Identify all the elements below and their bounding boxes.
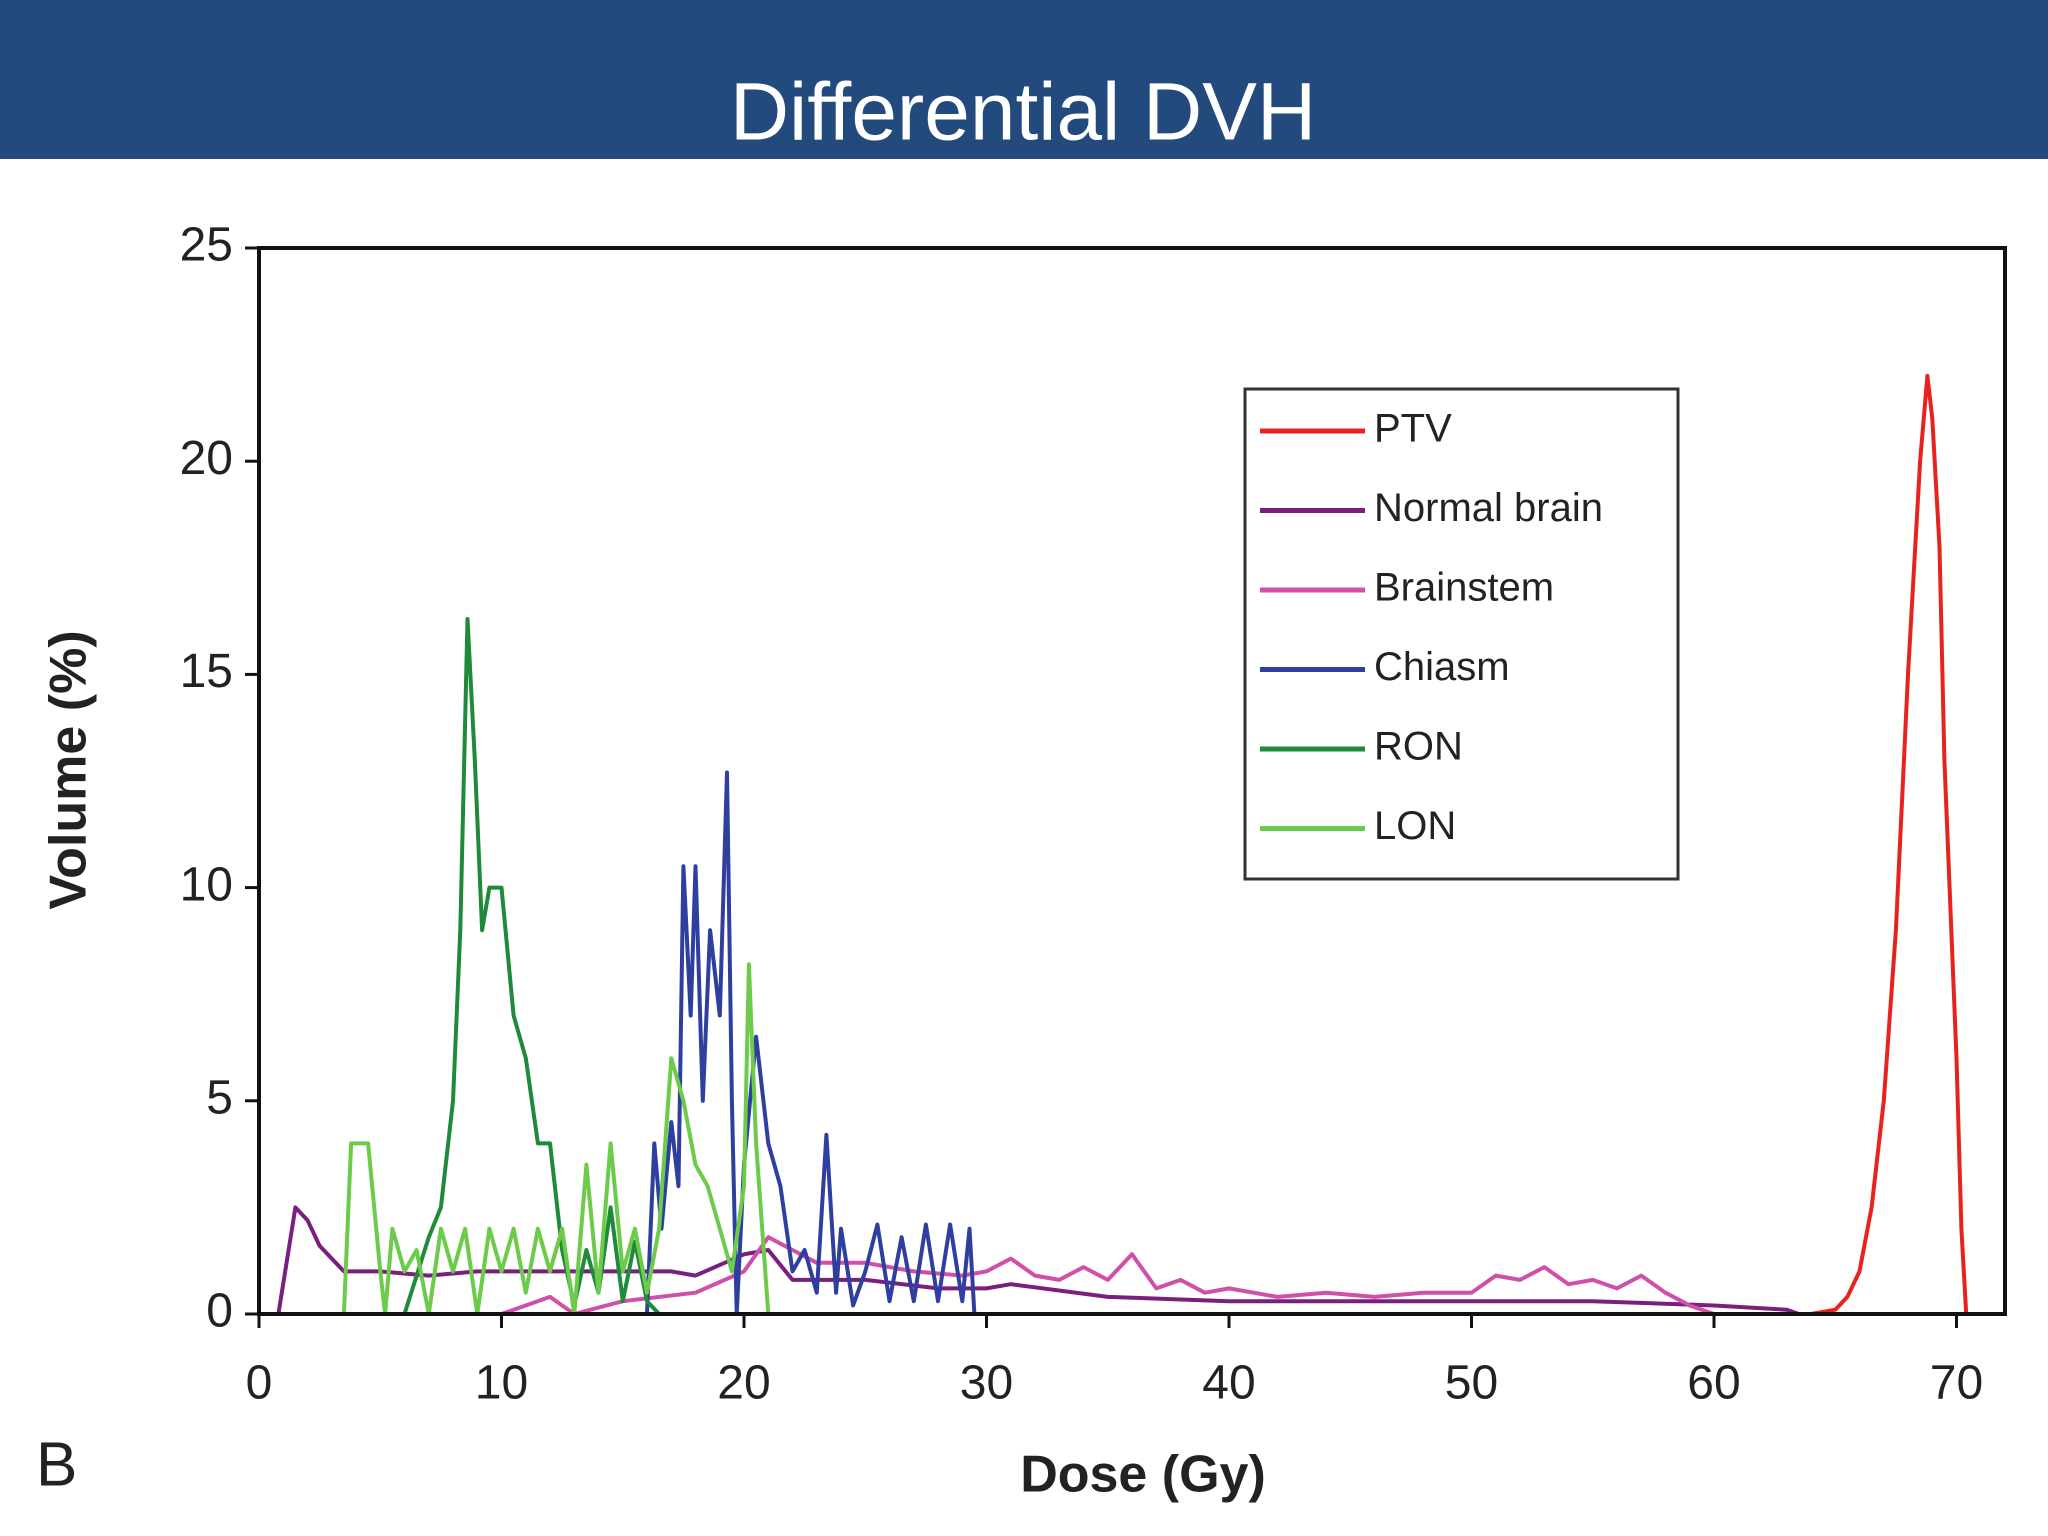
y-tick-label: 25 xyxy=(180,219,233,272)
legend: PTV Normal brain Brainstem Chiasm RON LON xyxy=(1243,387,1680,881)
x-tick-label: 50 xyxy=(1445,1357,1498,1410)
plot-frame xyxy=(257,246,2007,1316)
y-tick-label: 20 xyxy=(180,432,233,485)
legend-label: LON xyxy=(1374,804,1456,848)
legend-box xyxy=(1243,387,1680,881)
y-axis-label: Volume (%) xyxy=(40,630,98,909)
y-tick-label: 10 xyxy=(180,858,233,911)
legend-label: Brainstem xyxy=(1374,566,1554,610)
series-line xyxy=(276,1205,1800,1316)
x-tick-label: 60 xyxy=(1687,1357,1740,1410)
series-line xyxy=(500,1235,1715,1316)
legend-label: PTV xyxy=(1374,407,1452,451)
series-line xyxy=(645,770,977,1316)
series-line xyxy=(1714,373,1969,1316)
x-tick-label: 30 xyxy=(960,1357,1013,1410)
y-tick-label: 15 xyxy=(180,645,233,698)
x-tick-label: 0 xyxy=(246,1357,273,1410)
x-tick-label: 70 xyxy=(1930,1357,1983,1410)
legend-label: Chiasm xyxy=(1374,645,1510,689)
y-tick-label: 5 xyxy=(206,1071,233,1124)
slide-title: Differential DVH xyxy=(730,67,1316,158)
header-band xyxy=(0,0,2048,159)
x-tick-label: 20 xyxy=(717,1357,770,1410)
y-tick-label: 0 xyxy=(206,1285,233,1338)
x-tick-label: 10 xyxy=(475,1357,528,1410)
series-line xyxy=(402,617,661,1316)
legend-label: RON xyxy=(1374,725,1463,769)
panel-label: B xyxy=(36,1430,77,1499)
plot: 0 5 10 15 20 25 0 10 20 30 40 50 60 70 PTV Normal brain… xyxy=(180,219,2007,1410)
x-tick-label: 40 xyxy=(1202,1357,1255,1410)
series-line xyxy=(341,962,771,1316)
legend-label: Normal brain xyxy=(1374,486,1603,530)
x-axis-label: Dose (Gy) xyxy=(1020,1446,1266,1504)
